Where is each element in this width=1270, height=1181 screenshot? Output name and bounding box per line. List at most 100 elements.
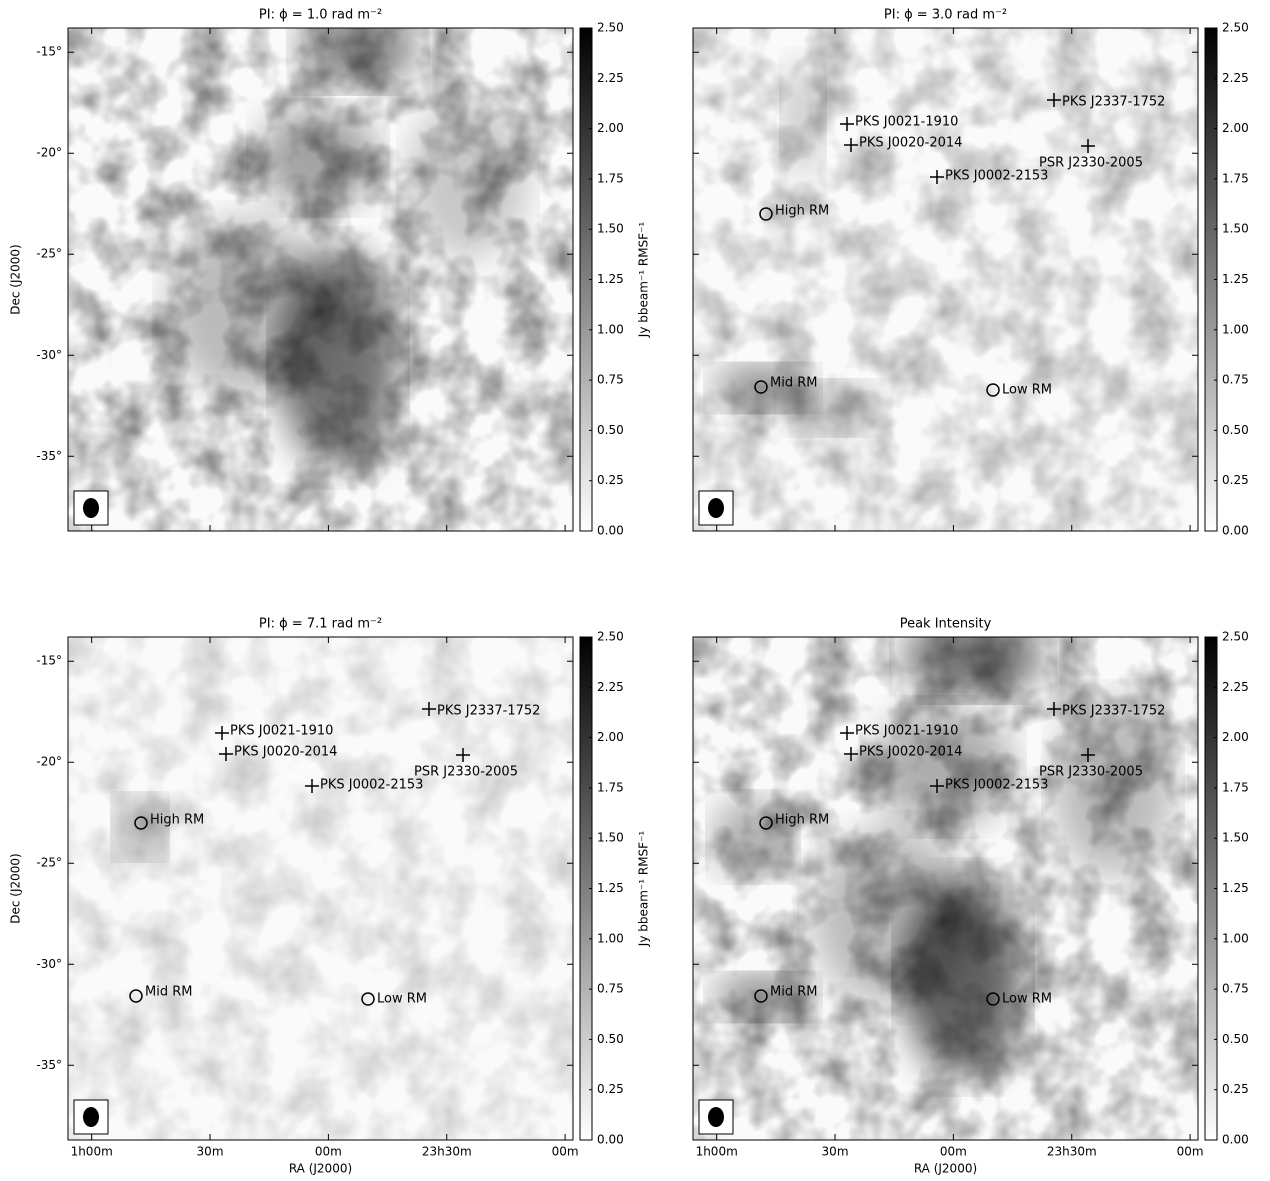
colorbar-tick-label: 2.00 [597, 730, 624, 744]
colorbar-tick-label: 1.75 [1222, 171, 1249, 185]
source-label: PKS J0021-1910 [855, 115, 958, 130]
source-label: PSR J2330-2005 [1039, 156, 1143, 171]
colorbar-tick-label: 1.50 [597, 831, 624, 845]
colorbar-tick-label: 2.00 [1222, 730, 1249, 744]
colorbar-tick-label: 0.25 [1222, 473, 1249, 487]
panel: PI: ϕ = 1.0 rad m⁻² -15° -20° -25° -30° -35° D… [9, 8, 651, 538]
colorbar-tick-label: 0.75 [1222, 373, 1249, 387]
source-label: High RM [775, 813, 829, 828]
source-label: Low RM [1002, 992, 1052, 1007]
colorbar-tick-label: 0.50 [1222, 423, 1249, 437]
x-tick-label: 30m [822, 1145, 849, 1159]
y-tick-label: -25° [36, 247, 62, 261]
y-tick-label: -20° [36, 146, 62, 160]
title: PI: ϕ = 3.0 rad m⁻² [884, 8, 1007, 23]
source-label: PKS J2337-1752 [437, 704, 540, 719]
colorbar-tick-label: 2.25 [1222, 680, 1249, 694]
colorbar-tick-label: 1.25 [597, 272, 624, 286]
x-tick-label: 1h00m [696, 1145, 738, 1159]
beam [83, 1107, 99, 1127]
beam [83, 498, 99, 518]
title: Peak Intensity [900, 617, 992, 632]
x-tick-label: 1h00m [71, 1145, 113, 1159]
colorbar-tick-label: 1.00 [597, 322, 624, 336]
source-label: PKS J0020-2014 [234, 745, 337, 760]
colorbar-tick-label: 2.50 [1222, 630, 1249, 644]
colorbar-tick-label: 0.75 [597, 373, 624, 387]
colorbar-tick-label: 0.75 [1222, 982, 1249, 996]
y-tick-label: -35° [36, 449, 62, 463]
source-label: Mid RM [770, 985, 817, 1000]
y-tick-label: -30° [36, 348, 62, 362]
panel: PI: ϕ = 7.1 rad m⁻²-15°-20°-25°-30°-35°1… [9, 617, 651, 1176]
colorbar-tick-label: 2.25 [597, 71, 624, 85]
x-tick-label: 00m [1177, 1145, 1204, 1159]
source-label: PSR J2330-2005 [1039, 765, 1143, 780]
colorbar-tick-label: 0.50 [597, 1032, 624, 1046]
title: PI: ϕ = 1.0 rad m⁻² [259, 8, 382, 23]
y-tick-label: -15° [36, 654, 62, 668]
beam [708, 1107, 724, 1127]
colorbar-label: Jy bbeam⁻¹ RMSF⁻¹ [637, 222, 651, 339]
colorbar-label: Jy bbeam⁻¹ RMSF⁻¹ [637, 831, 651, 948]
source-label: PKS J0002-2153 [320, 778, 423, 793]
source-label: PKS J2337-1752 [1062, 95, 1165, 110]
y-tick-label: -25° [36, 856, 62, 870]
colorbar-tick-label: 0.00 [1222, 1133, 1249, 1147]
x-axis-label: RA (J2000) [289, 1162, 352, 1176]
colorbar-tick-label: 1.50 [597, 222, 624, 236]
source-label: PKS J0020-2014 [859, 745, 962, 760]
colorbar-tick-label: 0.00 [1222, 524, 1249, 538]
x-tick-label: 23h30m [422, 1145, 472, 1159]
source-label: PKS J0021-1910 [855, 724, 958, 739]
colorbar-tick-label: 1.00 [1222, 322, 1249, 336]
colorbar-tick-label: 2.50 [597, 21, 624, 35]
source-label: PSR J2330-2005 [414, 765, 518, 780]
colorbar-tick-label: 1.00 [597, 931, 624, 945]
colorbar-tick-label: 2.50 [1222, 21, 1249, 35]
colorbar-tick-label: 1.50 [1222, 222, 1249, 236]
source-label: High RM [775, 204, 829, 219]
colorbar-tick-label: 0.50 [597, 423, 624, 437]
x-tick-label: 23h30m [1047, 1145, 1097, 1159]
beam [708, 498, 724, 518]
colorbar-tick-label: 1.00 [1222, 931, 1249, 945]
y-tick-label: -20° [36, 755, 62, 769]
noise [68, 28, 573, 531]
source-label: PKS J0002-2153 [945, 778, 1048, 793]
colorbar-tick-label: 1.50 [1222, 831, 1249, 845]
y-tick-label: -35° [36, 1058, 62, 1072]
source-label: High RM [150, 813, 204, 828]
source-label: PKS J0002-2153 [945, 169, 1048, 184]
colorbar-tick-label: 0.25 [1222, 1082, 1249, 1096]
colorbar-tick-label: 1.75 [597, 171, 624, 185]
y-axis-label: Dec (J2000) [9, 244, 23, 314]
source-label: Low RM [1002, 383, 1052, 398]
x-tick-label: 00m [940, 1145, 967, 1159]
colorbar-tick-label: 0.25 [597, 473, 624, 487]
image [68, 8, 573, 531]
colorbar-tick-label: 0.50 [1222, 1032, 1249, 1046]
image [693, 617, 1198, 1140]
source-label: Mid RM [770, 376, 817, 391]
colorbar-tick-label: 2.00 [597, 121, 624, 135]
colorbar-tick-label: 1.25 [1222, 881, 1249, 895]
figure: PI: ϕ = 1.0 rad m⁻² -15° -20° -25° -30° -35° D… [0, 0, 1270, 1181]
y-tick-label: -15° [36, 45, 62, 59]
panel: PI: ϕ = 3.0 rad m⁻² 0.00 0.25 0.50 0.75 1.00 1… [693, 8, 1249, 538]
colorbar-tick-label: 1.25 [597, 881, 624, 895]
x-tick-label: 30m [197, 1145, 224, 1159]
colorbar-tick-label: 2.25 [597, 680, 624, 694]
colorbar-tick-label: 1.75 [1222, 780, 1249, 794]
source-label: PKS J0020-2014 [859, 136, 962, 151]
colorbar-tick-label: 2.50 [597, 630, 624, 644]
x-tick-label: 00m [315, 1145, 342, 1159]
source-label: PKS J0021-1910 [230, 724, 333, 739]
source-label: Mid RM [145, 985, 192, 1000]
source-label: PKS J2337-1752 [1062, 704, 1165, 719]
source-label: Low RM [377, 992, 427, 1007]
colorbar-tick-label: 1.75 [597, 780, 624, 794]
y-axis-label: Dec (J2000) [9, 853, 23, 923]
x-tick-label: 00m [552, 1145, 579, 1159]
x-axis-label: RA (J2000) [914, 1162, 977, 1176]
